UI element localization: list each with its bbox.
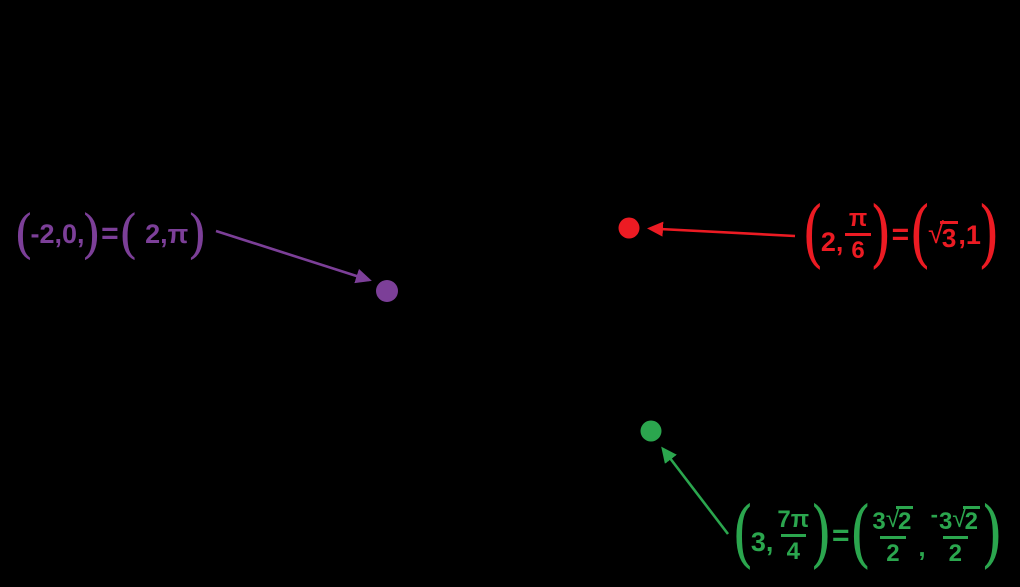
radicand: 2 <box>962 506 980 535</box>
sqrt-3-expression: √ 3 <box>928 217 959 253</box>
coefficient: 3 <box>872 508 886 535</box>
radicand: 3 <box>939 220 959 253</box>
radical-icon: √ <box>952 503 967 533</box>
fraction-7pi-over-4: 7π 4 <box>775 505 811 564</box>
open-paren: ( <box>118 203 139 265</box>
equals-sign: = <box>891 218 910 251</box>
purple-point-dot <box>376 280 398 302</box>
fraction-numerator: 7π <box>777 505 810 533</box>
comma-separator: , <box>918 531 926 562</box>
polar-coords-text: 2,π <box>145 218 189 249</box>
fraction-denominator: 6 <box>845 233 871 263</box>
close-paren: ) <box>977 191 1000 277</box>
open-paren: ( <box>14 203 34 265</box>
radical-icon: √ <box>928 217 944 250</box>
close-paren: ) <box>810 492 832 577</box>
fraction-numerator: - 3 √ 2 <box>929 502 982 536</box>
close-paren: ) <box>81 203 102 265</box>
green-point-label: ( 3, 7π 4 ) = ( 3 √ 2 2 , - 3 √ <box>732 492 1003 577</box>
fraction-denominator: 4 <box>780 533 806 564</box>
open-paren: ( <box>732 492 754 577</box>
radius-text: 2, <box>820 226 844 257</box>
open-paren: ( <box>802 191 824 277</box>
open-paren: ( <box>849 492 872 577</box>
fraction-denominator: 2 <box>880 536 906 566</box>
fraction-pi-over-6: π 6 <box>845 205 871 263</box>
sqrt-2-expression: √ 2 <box>952 505 980 534</box>
purple-point-label: ( -2,0, ) = ( 2,π ) <box>14 203 207 265</box>
radius-text: 3, <box>750 527 774 557</box>
coefficient: 3 <box>938 508 953 535</box>
red-point-label: ( 2, π 6 ) = ( √ 3 ,1 ) <box>802 191 1000 277</box>
purple-arrow-line <box>215 229 372 284</box>
close-paren: ) <box>980 492 1003 577</box>
radical-icon: √ <box>885 503 901 533</box>
fraction-denominator: 2 <box>942 536 968 566</box>
equals-sign: = <box>831 518 850 552</box>
minus-sign: - <box>930 502 938 527</box>
red-arrow-line <box>647 221 796 238</box>
radicand: 2 <box>896 506 914 535</box>
fraction-neg-3root2-over-2: - 3 √ 2 2 <box>929 502 982 566</box>
open-paren: ( <box>909 191 931 277</box>
close-paren: ) <box>187 203 207 265</box>
fraction-numerator: 3 √ 2 <box>870 505 915 536</box>
green-point-dot <box>640 420 662 442</box>
y-coordinate-text: ,1 <box>958 219 981 250</box>
rect-coords-text: -2,0, <box>30 218 85 249</box>
equals-sign: = <box>101 217 119 250</box>
fraction-numerator: π <box>848 205 868 232</box>
close-paren: ) <box>869 191 892 277</box>
red-point-dot <box>618 217 640 239</box>
sqrt-2-expression: √ 2 <box>886 505 914 534</box>
green-arrow-line <box>661 446 730 535</box>
fraction-3root2-over-2: 3 √ 2 2 <box>870 505 915 566</box>
